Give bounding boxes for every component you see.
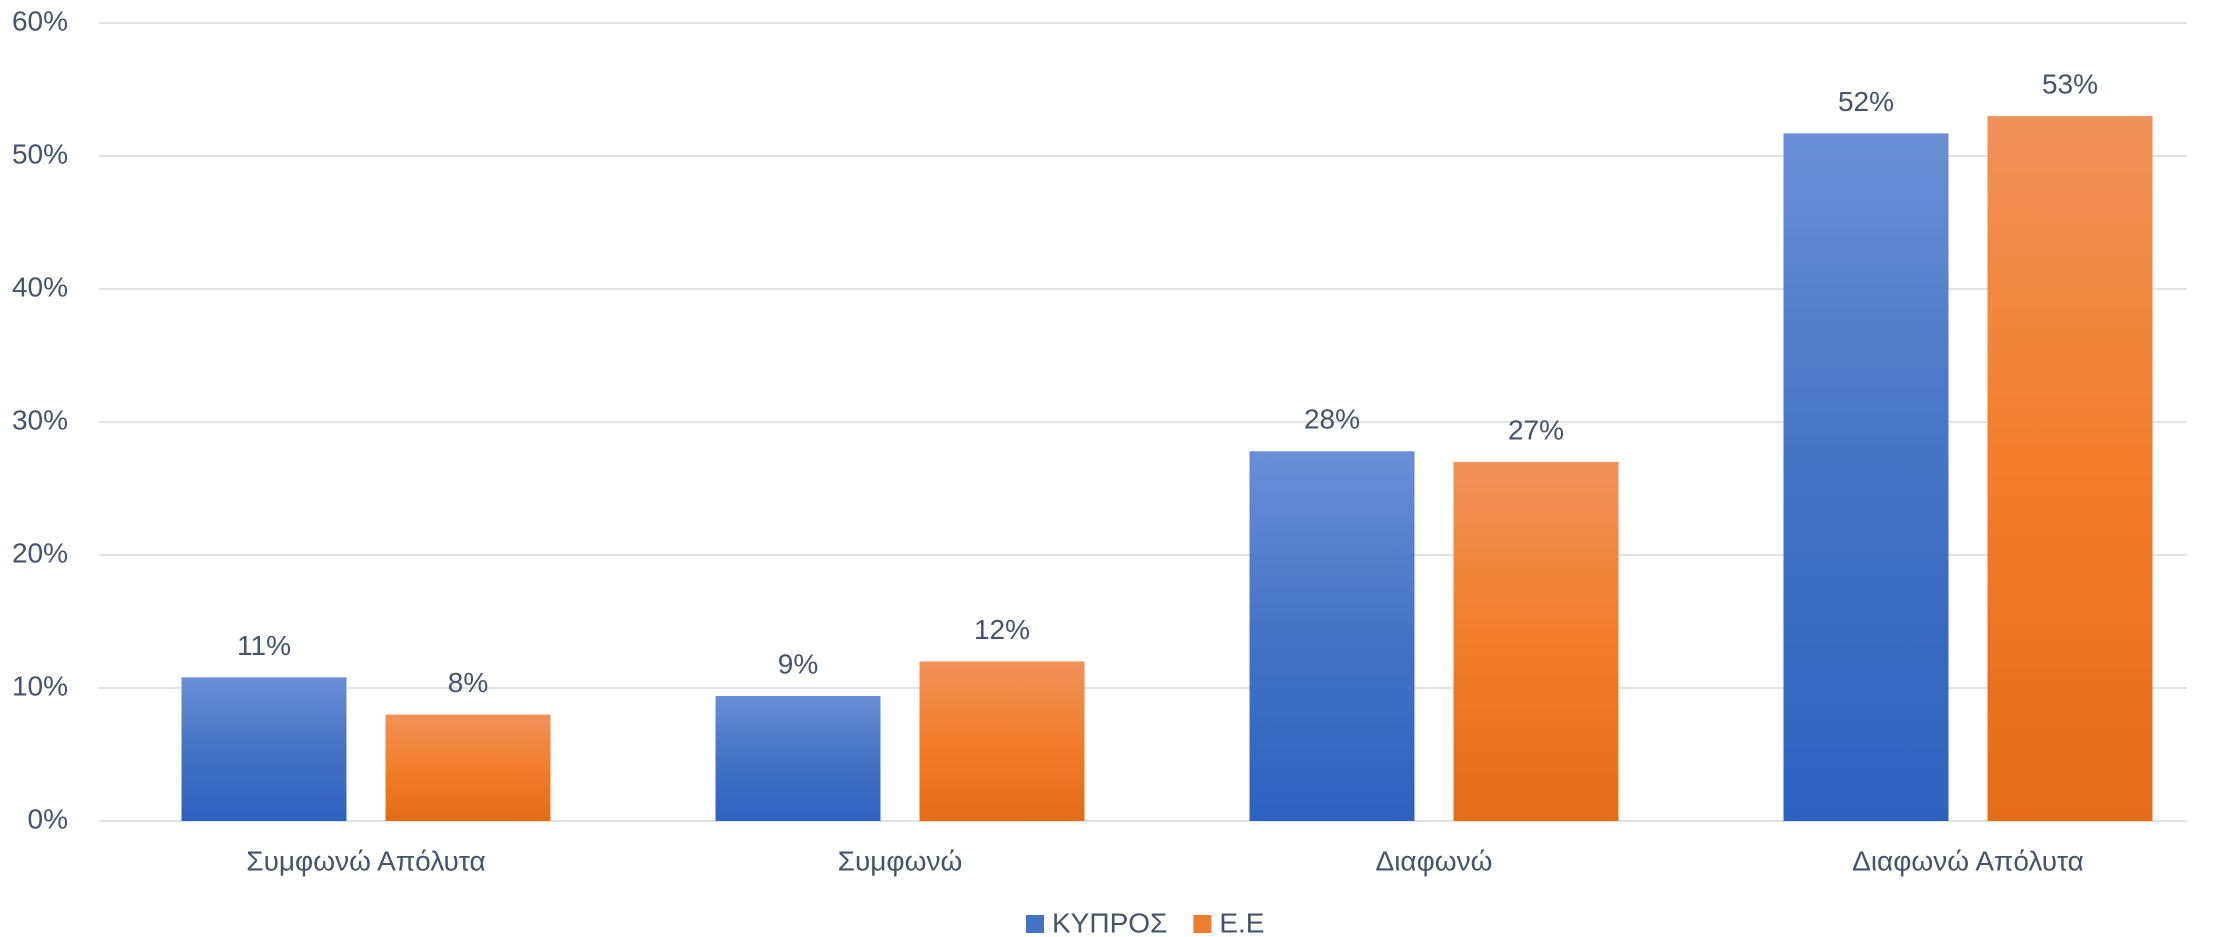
data-label: 12% bbox=[974, 614, 1030, 645]
bar bbox=[1453, 461, 1619, 821]
legend-swatch bbox=[1193, 915, 1212, 933]
bar bbox=[181, 677, 347, 821]
legend-label: Ε.Ε bbox=[1219, 907, 1264, 937]
data-label: 11% bbox=[237, 630, 291, 661]
y-tick-label: 40% bbox=[12, 271, 68, 302]
bar bbox=[1783, 133, 1949, 821]
data-label: 53% bbox=[2042, 68, 2098, 99]
bar bbox=[1249, 451, 1415, 821]
legend-swatch bbox=[1026, 915, 1044, 933]
y-tick-label: 60% bbox=[12, 5, 68, 36]
y-tick-label: 30% bbox=[12, 404, 68, 435]
data-label: 8% bbox=[448, 667, 488, 698]
bar bbox=[919, 661, 1085, 821]
bar bbox=[1987, 116, 2153, 822]
data-label: 27% bbox=[1508, 414, 1564, 445]
x-tick-label: Διαφωνώ bbox=[1376, 845, 1493, 876]
data-label: 28% bbox=[1304, 404, 1360, 435]
legend-label: ΚΥΠΡΟΣ bbox=[1052, 907, 1167, 937]
data-label: 52% bbox=[1838, 86, 1894, 117]
y-tick-label: 10% bbox=[12, 670, 68, 701]
y-tick-label: 50% bbox=[12, 138, 68, 169]
bar bbox=[715, 695, 881, 821]
bar bbox=[385, 714, 551, 821]
y-tick-label: 20% bbox=[12, 537, 68, 568]
y-tick-label: 0% bbox=[28, 803, 68, 834]
x-tick-label: Συμφωνώ Απόλυτα bbox=[246, 845, 485, 876]
data-label: 9% bbox=[778, 648, 818, 679]
x-tick-label: Συμφωνώ bbox=[838, 845, 963, 876]
x-tick-label: Διαφωνώ Απόλυτα bbox=[1852, 845, 2084, 876]
